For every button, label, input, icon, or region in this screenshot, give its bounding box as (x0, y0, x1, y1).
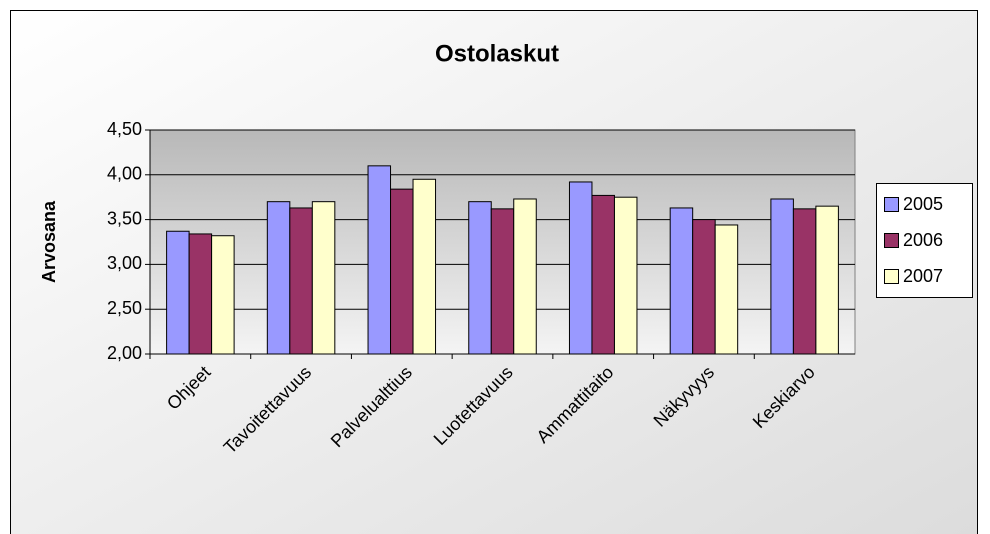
bar (792, 208, 817, 355)
y-tick-label: 3,50 (107, 208, 142, 228)
bar (568, 181, 593, 355)
legend-label: 2007 (903, 266, 943, 286)
bar (266, 201, 291, 355)
bar (770, 198, 794, 355)
bar (714, 224, 739, 355)
bar (390, 188, 414, 355)
bar (692, 219, 716, 355)
y-tick-label: 4,00 (107, 164, 142, 184)
y-tick-label: 3,00 (107, 253, 142, 273)
bar (468, 201, 492, 355)
bar (412, 178, 437, 355)
y-tick-label: 2,00 (107, 343, 142, 363)
legend-swatch (884, 233, 899, 248)
bar (188, 233, 213, 355)
legend-swatch (884, 269, 899, 284)
y-axis-label: Arvosana (39, 200, 59, 283)
bar (289, 207, 313, 355)
legend-label: 2005 (903, 194, 943, 214)
bar (367, 165, 392, 355)
bar (490, 208, 515, 355)
legend-swatch (884, 197, 899, 212)
bar (669, 207, 694, 355)
bar (166, 230, 190, 355)
bar (591, 194, 615, 355)
bar (311, 201, 336, 355)
y-tick-label: 4,50 (107, 119, 142, 139)
y-tick-label: 2,50 (107, 298, 142, 318)
bar (211, 235, 235, 355)
bar (513, 198, 537, 355)
legend-label: 2006 (903, 230, 943, 250)
bar (613, 196, 638, 355)
chart-title: Ostolaskut (435, 40, 559, 67)
bar (815, 205, 839, 355)
